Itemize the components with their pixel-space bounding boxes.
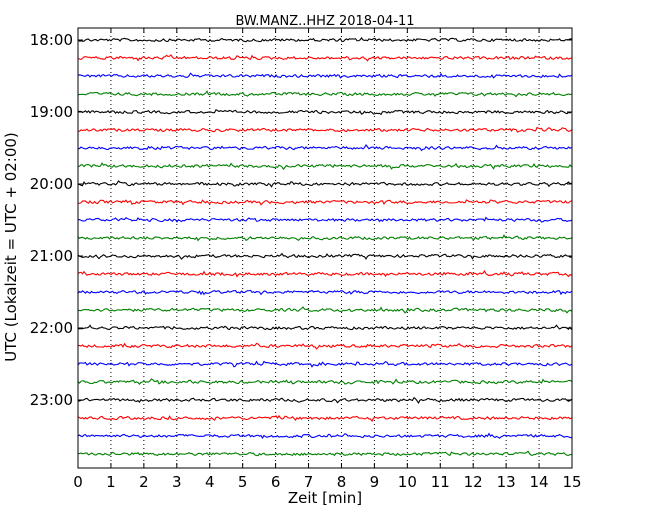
y-tick-label: 20:00: [30, 175, 73, 193]
plot-frame: [77, 27, 573, 469]
x-tick-label: 9: [370, 473, 380, 491]
x-tick-label: 10: [398, 473, 417, 491]
x-tick-label: 3: [172, 473, 182, 491]
trace-line: [77, 109, 572, 116]
x-axis-label: Zeit [min]: [288, 489, 362, 507]
trace-line: [77, 289, 572, 296]
trace-line: [77, 162, 572, 171]
trace-line: [77, 252, 572, 260]
trace-line: [77, 414, 572, 423]
x-tick-label: 12: [464, 473, 483, 491]
trace-line: [77, 90, 572, 98]
trace-line: [77, 54, 572, 62]
axis-ticks: [77, 28, 573, 468]
trace-line: [77, 269, 572, 278]
x-tick-label: 6: [271, 473, 281, 491]
y-tick-label: 19:00: [30, 103, 73, 121]
y-tick-label: 22:00: [30, 319, 73, 337]
y-tick-label: 23:00: [30, 391, 73, 409]
x-tick-label: 2: [139, 473, 149, 491]
trace-line: [77, 180, 572, 188]
trace-line: [77, 360, 572, 368]
y-tick-labels: 18:00 19:00 20:00 21:00 22:00 23:00: [30, 31, 73, 409]
trace-line: [77, 72, 572, 79]
x-tick-label: 5: [238, 473, 248, 491]
trace-line: [77, 306, 572, 314]
x-tick-label: 4: [205, 473, 215, 491]
y-axis-label: UTC (Lokalzeit = UTC + 02:00): [2, 132, 20, 362]
trace-line: [77, 216, 572, 223]
x-tick-label: 0: [73, 473, 83, 491]
trace-line: [77, 36, 572, 43]
trace-line: [77, 396, 572, 404]
trace-line: [77, 144, 572, 152]
trace-line: [77, 234, 572, 242]
x-tick-label: 13: [497, 473, 516, 491]
x-tick-label: 1: [106, 473, 116, 491]
trace-line: [77, 378, 572, 385]
x-tick-label: 7: [304, 473, 314, 491]
x-tick-label: 11: [431, 473, 450, 491]
x-tick-label: 15: [562, 473, 581, 491]
x-tick-label: 14: [530, 473, 549, 491]
chart-title: BW.MANZ..HHZ 2018-04-11: [235, 14, 414, 29]
vertical-grid: [110, 28, 540, 468]
seismic-traces: [77, 36, 572, 457]
trace-line: [77, 342, 572, 350]
trace-line: [77, 126, 572, 133]
trace-line: [77, 450, 572, 457]
trace-line: [77, 199, 572, 206]
x-tick-label: 8: [337, 473, 347, 491]
trace-line: [77, 432, 572, 440]
y-tick-label: 18:00: [30, 31, 73, 49]
x-tick-labels: 0 1 2 3 4 5 6 7 8 9 10 11 12 13 14 15: [73, 473, 581, 491]
trace-line: [77, 324, 572, 331]
y-tick-label: 21:00: [30, 247, 73, 265]
